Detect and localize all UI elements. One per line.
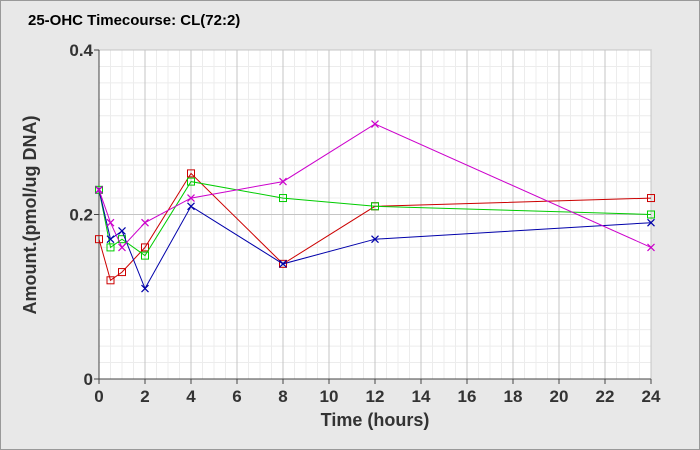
data-point <box>647 210 655 219</box>
x-tick-label: 14 <box>412 387 431 406</box>
y-tick-label: 0.2 <box>69 206 93 225</box>
x-tick-label: 18 <box>504 387 523 406</box>
data-point <box>141 251 149 260</box>
x-tick-label: 6 <box>232 387 241 406</box>
x-tick-label: 12 <box>366 387 385 406</box>
axes <box>94 49 652 384</box>
data-point <box>371 120 379 128</box>
data-point <box>106 218 115 227</box>
data-point <box>141 218 149 227</box>
data-point <box>647 218 655 227</box>
data-point <box>279 194 287 203</box>
data-point <box>141 243 149 252</box>
y-tick-label: 0 <box>84 370 93 389</box>
data-point <box>187 202 195 211</box>
data-point <box>647 194 655 203</box>
data-point <box>279 177 287 186</box>
data-point <box>118 268 126 277</box>
x-tick-label: 24 <box>642 387 661 406</box>
data-point <box>95 185 103 194</box>
data-point <box>279 259 287 268</box>
data-point <box>106 276 115 285</box>
series-4 <box>95 120 655 252</box>
chart-title: 25-OHC Timecourse: CL(72:2) <box>28 12 240 29</box>
data-point <box>187 177 195 186</box>
data-point <box>371 202 379 211</box>
series-layer <box>95 120 655 293</box>
x-tick-label: 4 <box>186 387 196 406</box>
data-point <box>279 259 287 268</box>
x-tick-label: 10 <box>320 387 339 406</box>
data-point <box>371 235 379 244</box>
data-point <box>187 194 195 202</box>
data-point <box>95 185 103 194</box>
data-point <box>106 243 115 252</box>
data-point <box>118 227 126 235</box>
x-tick-label: 16 <box>458 387 477 406</box>
grid-lines <box>98 49 652 380</box>
x-tick-label: 8 <box>278 387 287 406</box>
data-point <box>118 243 126 252</box>
x-tick-label: 20 <box>550 387 569 406</box>
data-point <box>106 235 115 244</box>
series-line <box>98 123 652 249</box>
x-tick-label: 0 <box>94 387 103 406</box>
series-line <box>98 181 652 257</box>
series-2 <box>95 177 655 260</box>
data-point <box>187 169 195 178</box>
x-tick-label: 22 <box>596 387 615 406</box>
data-point <box>647 243 655 252</box>
data-point <box>95 235 103 244</box>
data-point <box>141 284 149 293</box>
y-tick-label: 0.4 <box>69 41 93 60</box>
x-axis-label: Time (hours) <box>321 410 430 430</box>
y-axis-label: Amount.(pmol/ug DNA) <box>20 116 40 315</box>
x-tick-label: 2 <box>140 387 149 406</box>
